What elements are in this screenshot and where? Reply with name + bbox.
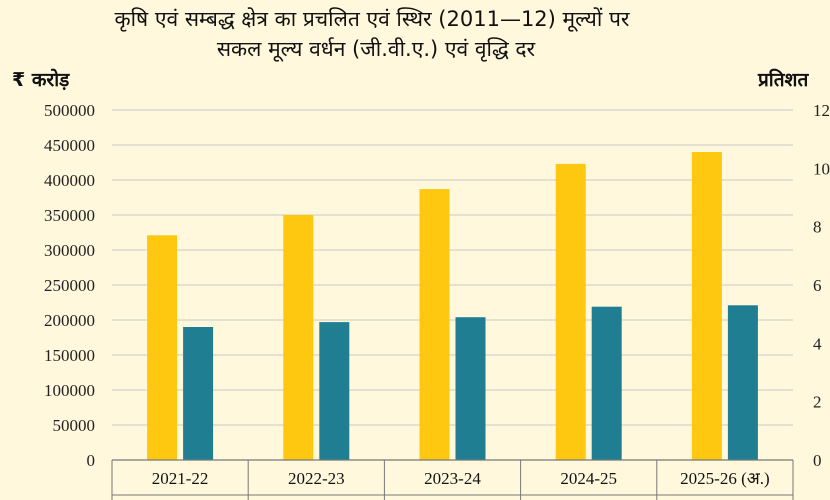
x-tick-label: 2025-26 (अ.) [680, 469, 769, 488]
y-tick-label-left: 300000 [44, 241, 95, 260]
bar [283, 215, 314, 460]
y-tick-label-right: 2 [813, 393, 822, 412]
y-tick-label-left: 50000 [53, 416, 96, 435]
y-tick-label-right: 8 [813, 218, 822, 237]
y-tick-label-left: 500000 [44, 101, 95, 120]
bar [147, 235, 178, 460]
left-axis-unit-label: ₹ करोड़ [12, 68, 70, 91]
y-tick-label-right: 12 [813, 101, 830, 120]
bar [691, 152, 722, 460]
x-tick-label: 2022-23 [288, 469, 345, 488]
bar [455, 317, 486, 460]
y-tick-label-left: 100000 [44, 381, 95, 400]
x-tick-label: 2021-22 [152, 469, 209, 488]
bars [147, 152, 758, 460]
y-tick-label-left: 350000 [44, 206, 95, 225]
chart-title-line2: सकल मूल्य वर्धन (जी.वी.ए.) एवं वृद्धि दर [217, 37, 536, 62]
x-tick-label: 2024-25 [560, 469, 617, 488]
y-tick-label-right: 6 [813, 276, 822, 295]
y-tick-label-left: 0 [87, 451, 96, 470]
gridlines [112, 109, 793, 426]
y-tick-label-left: 150000 [44, 346, 95, 365]
y-tick-label-right: 0 [813, 451, 822, 470]
right-axis-unit-label: प्रतिशत [757, 68, 809, 91]
x-tick-label: 2023-24 [424, 469, 481, 488]
bar [727, 305, 758, 460]
y-tick-label-right: 4 [813, 334, 822, 353]
y-tick-label-left: 450000 [44, 136, 95, 155]
bar [419, 189, 450, 460]
bar [319, 322, 350, 460]
y-tick-label-left: 400000 [44, 171, 95, 190]
axes: 0 50000 100000 150000 200000 250000 300000 3500… [44, 101, 830, 500]
y-tick-label-right: 10 [813, 159, 830, 178]
chart-title-line1: कृषि एवं सम्बद्ध क्षेत्र का प्रचलित एवं … [114, 7, 629, 32]
y-tick-label-left: 250000 [44, 276, 95, 295]
y-tick-label-left: 200000 [44, 311, 95, 330]
bar [555, 163, 586, 460]
bar [591, 306, 622, 460]
bar [183, 327, 214, 460]
